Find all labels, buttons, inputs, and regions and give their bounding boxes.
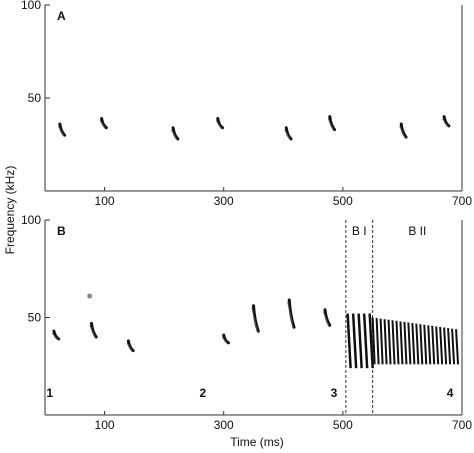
buzz-call-mark (427, 325, 432, 365)
call-mark (89, 321, 98, 339)
y-axis-label: Frequency (kHz) (3, 166, 17, 255)
buzz-call-mark (383, 319, 388, 365)
buzz-call-mark (439, 326, 444, 365)
buzz-call-mark (403, 321, 408, 365)
call-mark (252, 304, 260, 333)
buzz-call-mark (419, 324, 424, 365)
call-harmonic-mark (99, 120, 106, 130)
call-mark (126, 339, 135, 353)
call-mark (399, 122, 408, 139)
buzz-call-mark (407, 322, 412, 365)
call-mark (442, 115, 451, 128)
phase-number: 2 (200, 386, 207, 400)
call-mark (216, 116, 225, 130)
buzz-call-mark (395, 320, 400, 365)
call-harmonic-mark (287, 301, 294, 329)
call-harmonic-mark (221, 336, 228, 345)
burst-call-mark (351, 313, 358, 369)
call-harmonic-mark (399, 125, 406, 139)
call-mark (323, 308, 332, 327)
panel-label: A (57, 9, 66, 23)
call-mark (328, 115, 337, 132)
buzz-call-mark (447, 328, 452, 365)
panel-label: B (57, 224, 66, 238)
buzz-call-mark (455, 329, 460, 365)
call-mark (222, 333, 230, 345)
x-tick-label: 500 (333, 194, 353, 208)
buzz-call-mark (415, 323, 420, 365)
buzz-call-mark (379, 318, 384, 365)
call-harmonic-mark (284, 129, 291, 141)
segment-label-bi: B I (352, 224, 367, 238)
y-tick-label: 50 (28, 91, 42, 105)
call-harmonic-mark (126, 342, 133, 352)
call-mark (171, 126, 180, 141)
x-tick-label: 100 (95, 418, 115, 432)
phase-number: 4 (447, 386, 454, 400)
buzz-call-mark (443, 327, 448, 365)
panel-a: 100 50 100 300 500 700 A (21, 0, 472, 208)
x-tick-label: 300 (214, 194, 234, 208)
call-harmonic-mark (327, 118, 334, 131)
burst-call-mark (357, 313, 363, 369)
call-harmonic-mark (251, 307, 258, 333)
buzz-call-mark (375, 318, 380, 365)
call-harmonic-mark (89, 325, 96, 339)
segment-label-bii: B II (408, 224, 426, 238)
buzz-call-mark (451, 328, 456, 365)
call-mark (58, 122, 67, 137)
y-tick-label: 100 (21, 0, 41, 12)
buzz-call-mark (371, 317, 376, 365)
call-harmonic-mark (52, 332, 59, 341)
call-harmonic-mark (57, 125, 65, 137)
call-mark (52, 329, 61, 341)
call-mark (100, 116, 108, 130)
x-tick-label: 700 (452, 418, 472, 432)
phase-number: 3 (331, 386, 338, 400)
phase-number: 1 (46, 386, 53, 400)
call-harmonic-mark (171, 129, 178, 141)
buzz-call-mark (411, 323, 416, 365)
x-tick-label: 500 (333, 418, 353, 432)
x-tick-label: 300 (214, 418, 234, 432)
buzz-call-mark (431, 325, 436, 365)
y-tick-label: 100 (21, 213, 41, 227)
buzz-call-mark (423, 324, 428, 365)
call-harmonic-mark (323, 311, 330, 327)
y-tick-label: 50 (28, 311, 42, 325)
panel-b: 100 50 100 300 500 700 B B I B II 1 2 3 4 (21, 213, 472, 432)
call-mark (284, 126, 293, 141)
buzz-call-mark (399, 321, 404, 365)
buzz-call-mark (391, 320, 396, 365)
x-axis-label: Time (ms) (230, 435, 284, 449)
x-tick-label: 100 (95, 194, 115, 208)
call-harmonic-mark (215, 120, 222, 130)
buzz-call-mark (435, 326, 440, 365)
burst-call-mark (368, 313, 374, 369)
buzz-call-mark (387, 319, 392, 365)
burst-call-mark (346, 313, 352, 369)
echo-dot (87, 293, 93, 299)
burst-call-mark (362, 313, 369, 369)
call-harmonic-mark (442, 118, 449, 128)
x-tick-label: 700 (452, 194, 472, 208)
call-mark (287, 298, 296, 329)
